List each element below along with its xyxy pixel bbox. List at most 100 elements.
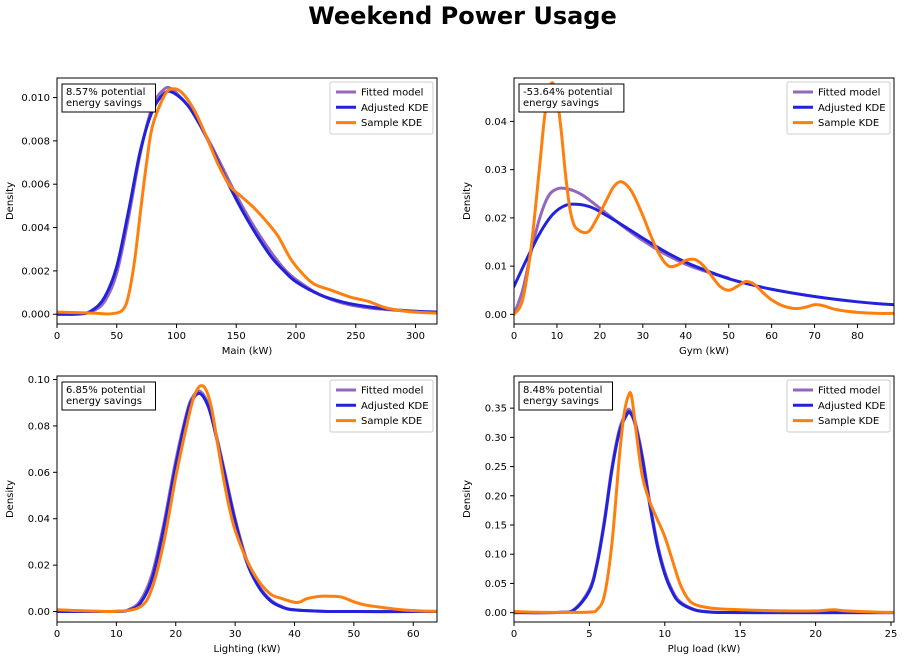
x-tick-label: 100 xyxy=(167,331,186,342)
x-tick-label: 40 xyxy=(679,331,692,342)
x-tick-label: 20 xyxy=(809,629,822,640)
x-axis-label: Main (kW) xyxy=(222,346,273,357)
x-axis-label: Lighting (kW) xyxy=(213,644,280,655)
y-tick-label: 0.00 xyxy=(28,607,50,618)
y-axis-label: Density xyxy=(5,182,16,220)
y-tick-label: 0.02 xyxy=(485,213,507,224)
y-tick-label: 0.00 xyxy=(485,310,507,321)
y-tick-label: 0.00 xyxy=(485,608,507,619)
x-tick-label: 60 xyxy=(407,629,420,640)
y-tick-label: 0.15 xyxy=(485,521,507,532)
y-tick-label: 0.04 xyxy=(485,117,507,128)
x-tick-label: 50 xyxy=(348,629,361,640)
sample-kde-line xyxy=(57,87,437,316)
y-tick-label: 0.10 xyxy=(28,375,50,386)
plot-frame xyxy=(513,77,895,325)
x-tick-label: 30 xyxy=(229,629,242,640)
y-tick-label: 0.30 xyxy=(485,433,507,444)
series-group xyxy=(57,85,437,316)
annotation-text: energy savings xyxy=(66,98,142,109)
legend-label: Sample KDE xyxy=(361,118,422,129)
sample-kde-line xyxy=(57,384,437,614)
annotation-box xyxy=(518,381,613,411)
legend: Fitted model Adjusted KDE Sample KDE xyxy=(786,81,891,135)
x-tick-label: 10 xyxy=(110,629,123,640)
y-axis-label: Density xyxy=(462,480,473,518)
legend-label: Adjusted KDE xyxy=(361,401,429,412)
legend-box xyxy=(329,81,434,135)
y-tick-label: 0.008 xyxy=(21,136,50,147)
x-tick-label: 0 xyxy=(54,629,60,640)
y-tick-label: 0.06 xyxy=(28,468,50,479)
subplot-1: 0 50 100 150 200 250 300 0.000 0.002 0.004 0.006 0.… xyxy=(5,77,438,357)
x-tick-label: 70 xyxy=(808,331,821,342)
x-tick-label: 0 xyxy=(54,331,60,342)
annotation-box xyxy=(61,381,156,411)
x-tick-label: 0 xyxy=(511,331,517,342)
x-tick-label: 150 xyxy=(227,331,246,342)
legend: Fitted model Adjusted KDE Sample KDE xyxy=(329,379,434,433)
subplot-4: 0 5 10 15 20 25 0.00 0.05 0.10 0.15 0.20 0.25 0.30 0.… xyxy=(462,375,898,655)
adjusted-kde-line xyxy=(57,391,437,614)
x-axis-label: Gym (kW) xyxy=(679,346,729,357)
annotation-text: 8.57% potential xyxy=(66,87,145,98)
legend-box xyxy=(786,81,891,135)
y-axis-label: Density xyxy=(5,480,16,518)
x-tick-label: 10 xyxy=(658,629,671,640)
x-tick-label: 250 xyxy=(346,331,365,342)
x-tick-label: 300 xyxy=(406,331,425,342)
x-tick-label: 5 xyxy=(586,629,592,640)
y-tick-label: 0.04 xyxy=(28,514,50,525)
x-tick-label: 20 xyxy=(594,331,607,342)
adjusted-kde-line xyxy=(514,410,894,615)
series-group xyxy=(514,391,894,615)
annotation-text: energy savings xyxy=(523,98,599,109)
y-tick-label: 0.03 xyxy=(485,165,507,176)
x-tick-label: 80 xyxy=(851,331,864,342)
y-tick-label: 0.004 xyxy=(21,223,50,234)
sample-kde-line xyxy=(514,81,894,316)
series-group xyxy=(514,81,894,316)
annotation-text: 8.48% potential xyxy=(523,385,602,396)
y-tick-label: 0.35 xyxy=(485,404,507,415)
y-tick-label: 0.002 xyxy=(21,266,50,277)
legend-label: Sample KDE xyxy=(818,416,879,427)
y-tick-label: 0.20 xyxy=(485,491,507,502)
y-tick-label: 0.25 xyxy=(485,462,507,473)
legend-label: Sample KDE xyxy=(361,416,422,427)
legend-label: Adjusted KDE xyxy=(818,103,886,114)
legend-label: Sample KDE xyxy=(818,118,879,129)
x-tick-label: 25 xyxy=(885,629,898,640)
series-group xyxy=(57,384,437,614)
figure-title: Weekend Power Usage xyxy=(308,2,617,30)
fitted-model-line xyxy=(514,186,731,316)
y-tick-label: 0.006 xyxy=(21,180,50,191)
sample-kde-line xyxy=(514,391,894,614)
y-tick-label: 0.10 xyxy=(485,550,507,561)
x-tick-label: 40 xyxy=(288,629,301,640)
y-tick-label: 0.02 xyxy=(28,561,50,572)
legend: Fitted model Adjusted KDE Sample KDE xyxy=(786,379,891,433)
annotation-text: energy savings xyxy=(523,396,599,407)
y-tick-label: 0.08 xyxy=(28,421,50,432)
legend-label: Fitted model xyxy=(361,88,423,99)
y-axis-label: Density xyxy=(462,182,473,220)
y-tick-label: 0.000 xyxy=(21,310,50,321)
x-tick-label: 200 xyxy=(286,331,305,342)
x-tick-label: 15 xyxy=(734,629,747,640)
adjusted-kde-line xyxy=(514,202,894,307)
subplot-3: 0 10 20 30 40 50 60 0.00 0.02 0.04 0.06 0.08 0.10 Lig… xyxy=(5,375,438,655)
legend-label: Adjusted KDE xyxy=(361,103,429,114)
annotation-text: 6.85% potential xyxy=(66,385,145,396)
x-tick-label: 10 xyxy=(551,331,564,342)
annotation-box xyxy=(61,83,156,113)
legend: Fitted model Adjusted KDE Sample KDE xyxy=(329,81,434,135)
legend-box xyxy=(329,379,434,433)
legend-label: Fitted model xyxy=(361,386,423,397)
annotation-text: energy savings xyxy=(66,396,142,407)
subplot-2: 0 10 20 30 40 50 60 70 80 0.00 0.01 0.02 0.03 0.04 Gym… xyxy=(462,77,895,357)
